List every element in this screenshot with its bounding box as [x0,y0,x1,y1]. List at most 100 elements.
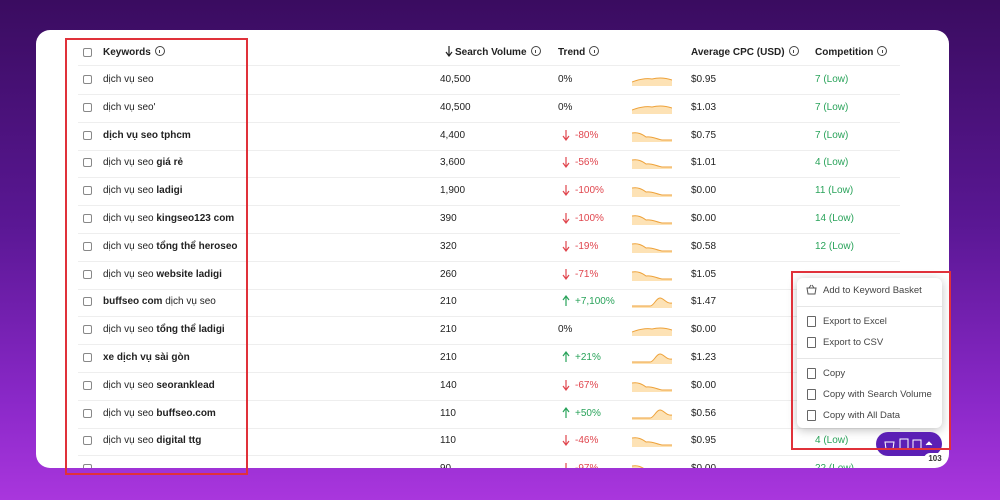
trend-change: 0% [558,74,573,85]
trend-arrow [562,129,570,141]
keyword-part: dịch vụ seo [103,268,157,280]
cpc-header[interactable]: Average CPC (USD) [691,46,799,58]
info-icon [530,46,541,56]
sort-arrow [445,46,453,57]
cpc-cell: $1.23 [691,352,717,363]
cpc-cell: $1.47 [691,296,717,308]
competition-cell: 4 (Low) [815,435,849,447]
trend-sparkline [632,465,644,468]
trend-sparkline [632,327,672,337]
action-button[interactable] [876,432,942,456]
keyword-cell: xe dịch vụ sài gòn [103,352,190,364]
trend-sparkline [632,159,672,170]
volume-cell: 40,500 [440,101,471,113]
keyword-part: dịch vụ seo [103,240,157,252]
menu-item[interactable]: Copy [823,368,846,379]
keyword-part: dịch vụ seo tphcm [103,129,191,141]
row-checkbox[interactable] [83,408,92,418]
menu-item[interactable]: Copy with Search Volume [823,389,932,400]
trend-sparkline [632,382,672,392]
cpc-cell: $0.00 [691,213,717,224]
keyword-part: digital ttg [156,435,202,447]
clipboard-icon [807,368,816,379]
row-checkbox[interactable] [83,353,92,362]
keyword-part: dịch vụ seo [103,157,157,169]
trend-change: +21% [575,352,601,363]
volume-cell: 210 [440,324,457,336]
keyword-part: dịch vụ seo [103,379,157,391]
volume-cell: 140 [440,379,457,391]
highlight-keywords [65,38,248,475]
row-checkbox[interactable] [83,186,92,196]
file-icon [807,337,816,348]
menu-item[interactable]: Export to Excel [823,316,887,327]
trend-sparkline [632,131,672,142]
trend-sparkline [632,77,672,86]
row-checkbox[interactable] [83,214,92,223]
row-checkbox[interactable] [83,75,92,84]
search-volume-header[interactable]: Search Volume [455,46,541,58]
keyword-part: kingseo123 com [156,213,235,224]
menu-item[interactable]: Export to CSV [823,337,884,348]
row-checkbox[interactable] [83,130,92,140]
menu-item[interactable]: Add to Keyword Basket [823,285,922,296]
header-divider [78,65,900,66]
basket-icon [806,284,817,295]
keyword-part: dịch vụ seo [103,435,157,447]
row-checkbox[interactable] [83,158,92,168]
competition-cell: 14 (Low) [815,213,854,224]
trend-change: 0% [558,101,573,113]
trend-arrow [562,268,570,280]
trend-change: -71% [575,268,599,280]
competition-header[interactable]: Competition [815,46,888,58]
menu-separator [797,306,942,307]
trend-change: -97% [575,463,598,468]
row-checkbox[interactable] [83,380,92,390]
volume-cell: 210 [440,352,457,363]
trend-sparkline [632,297,672,309]
trend-arrow [562,435,570,447]
keyword-part: buffseo com [103,296,163,308]
trend-arrow [562,351,570,362]
row-divider [78,233,900,234]
keyword-part: buffseo.com [156,407,216,419]
trend-sparkline [632,215,672,225]
trend-arrow [562,213,570,224]
row-checkbox[interactable] [83,464,92,468]
row-checkbox[interactable] [83,436,92,446]
menu-item[interactable]: Copy with All Data [823,410,901,421]
keyword-part: dịch vụ seo [103,185,157,197]
trend-change: -46% [575,435,599,447]
trend-arrow [562,379,570,391]
cpc-cell: $0.75 [691,129,717,141]
row-divider [78,288,900,290]
competition-cell: 4 (Low) [815,157,849,169]
keyword-part: seoranklead [156,379,215,391]
select-all-checkbox[interactable] [83,48,92,57]
row-checkbox[interactable] [83,241,92,251]
row-checkbox[interactable] [83,102,92,112]
volume-cell: 3,600 [440,157,466,169]
keywords-header[interactable]: Keywords [103,46,165,58]
row-divider [78,205,900,207]
row-checkbox[interactable] [83,297,92,307]
header-text: Competition [815,47,874,58]
keyword-cell: dịch vụ seo kingseo123 com [103,213,234,225]
competition-cell: 12 (Low) [815,240,854,252]
keyword-part: tổng thể heroseo [156,240,238,252]
cpc-cell: $0.00 [691,463,716,468]
trend-change: -100% [575,185,604,197]
volume-cell: 210 [440,296,457,308]
volume-cell: 1,900 [440,185,466,197]
trend-header[interactable]: Trend [558,46,600,58]
trend-change: -100% [575,213,604,224]
row-checkbox[interactable] [83,269,92,279]
trend-change: +50% [575,407,601,419]
keyword-part: dịch vụ seo [103,407,157,419]
keyword-part: giá rẻ [156,157,184,169]
file-icon [807,316,816,327]
row-divider [78,427,900,429]
header-text: Average CPC (USD) [691,47,785,58]
row-checkbox[interactable] [83,325,92,335]
clipboard-icon [807,410,816,421]
